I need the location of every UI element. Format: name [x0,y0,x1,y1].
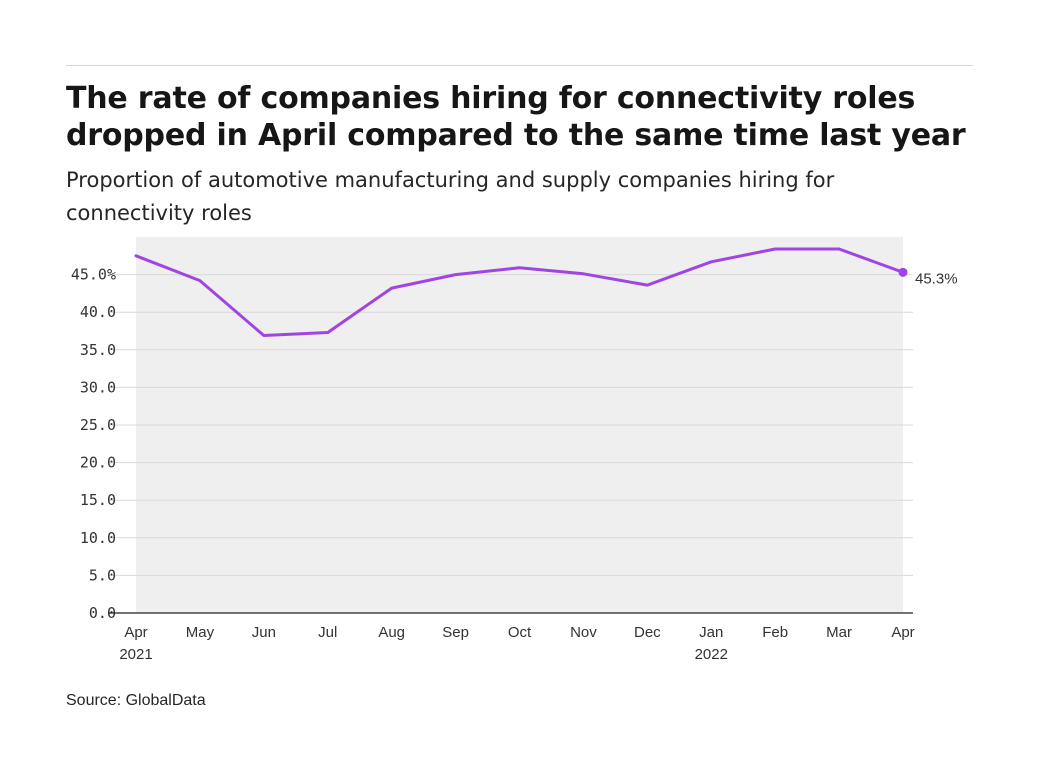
end-point-marker [898,267,908,277]
y-tick-label: 35.0 [80,341,116,359]
x-tick-label: Sep [442,624,469,641]
y-tick-label: 10.0 [80,529,116,547]
y-tick-label: 40.0 [80,303,116,321]
y-tick-label: 25.0 [80,416,116,434]
x-tick-label: Jul [318,624,337,641]
x-tick-label: Feb [762,624,788,641]
x-tick-label: Dec [634,624,661,641]
x-tick-year-label: 2022 [695,646,728,663]
source-note: Source: GlobalData [66,692,206,709]
chart-subtitle: Proportion of automotive manufacturing a… [66,168,835,225]
y-tick-label: 15.0 [80,491,116,509]
end-value-label: 45.3% [915,270,958,287]
x-tick-label: Jan [699,624,723,641]
y-tick-label: 0.0 [89,604,116,622]
y-tick-label: 45.0% [71,266,116,284]
chart-title: The rate of companies hiring for connect… [66,81,966,153]
x-tick-label: Apr [124,624,147,641]
x-tick-label: Apr [891,624,914,641]
y-tick-label: 5.0 [89,566,116,584]
x-tick-label: Nov [570,624,597,641]
y-tick-label: 30.0 [80,378,116,396]
x-tick-label: Oct [508,624,532,641]
series-line [134,247,905,337]
x-tick-label: Aug [378,624,405,641]
x-tick-label: Mar [826,624,852,641]
x-tick-label: Jun [252,624,276,641]
top-divider [66,65,973,66]
y-tick-label: 20.0 [80,454,116,472]
x-tick-label: May [186,624,215,641]
x-tick-year-label: 2021 [119,646,152,663]
